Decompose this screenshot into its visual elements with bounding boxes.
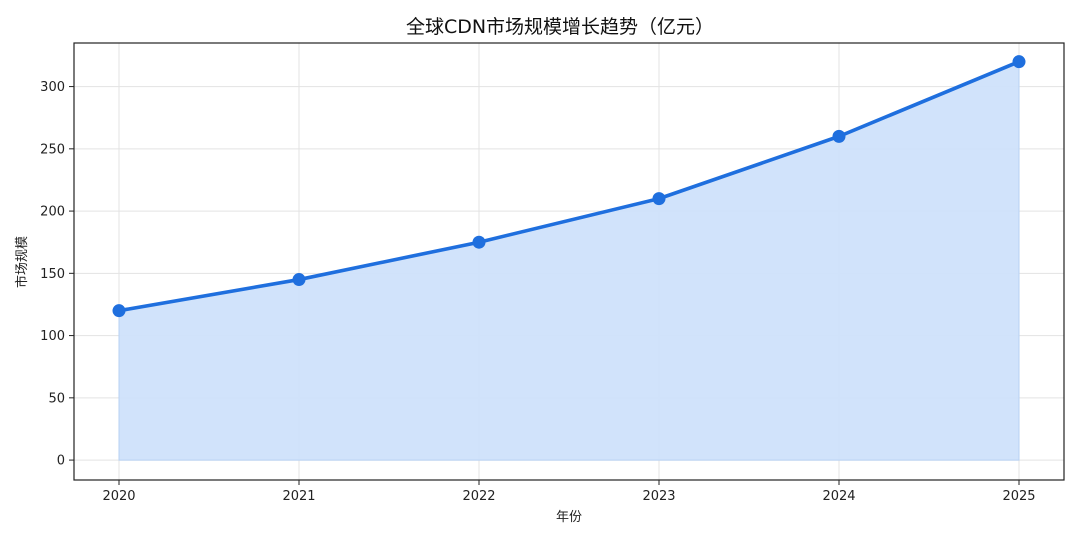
series-line xyxy=(117,59,1021,313)
plot-frame xyxy=(73,42,1065,481)
data-point-2022 xyxy=(472,235,486,249)
data-point-2023 xyxy=(652,192,666,206)
y-tick-label: 300 xyxy=(40,80,65,95)
data-point-2024 xyxy=(832,129,846,143)
y-tick-label: 150 xyxy=(40,267,65,282)
y-tick-label: 100 xyxy=(40,329,65,344)
x-tick-label: 2025 xyxy=(1002,489,1035,504)
x-tick-label: 2021 xyxy=(282,489,315,504)
x-tick-label: 2020 xyxy=(102,489,135,504)
y-axis-label: 市场规模 xyxy=(14,236,30,288)
chart-title: 全球CDN市场规模增长趋势（亿元） xyxy=(406,16,714,38)
marker-layer xyxy=(112,55,1026,318)
x-axis-label: 年份 xyxy=(556,510,582,525)
x-axis-ticks: 2020 2021 2022 2023 2024 2025 xyxy=(102,480,1036,504)
data-point-2025 xyxy=(1012,55,1026,69)
x-tick-label: 2023 xyxy=(642,489,675,504)
y-tick-label: 250 xyxy=(40,142,65,157)
y-tick-label: 50 xyxy=(48,391,65,406)
series-line-layer xyxy=(117,59,1021,313)
data-point-2021 xyxy=(292,273,306,287)
data-point-2020 xyxy=(112,304,126,318)
area-fill xyxy=(118,60,1020,461)
y-tick-label: 200 xyxy=(40,205,65,220)
y-axis-ticks: 0 50 100 150 200 250 300 xyxy=(40,80,74,469)
x-tick-label: 2024 xyxy=(822,489,855,504)
x-tick-label: 2022 xyxy=(462,489,495,504)
y-tick-label: 0 xyxy=(57,454,65,469)
area-fill-layer xyxy=(118,60,1020,461)
